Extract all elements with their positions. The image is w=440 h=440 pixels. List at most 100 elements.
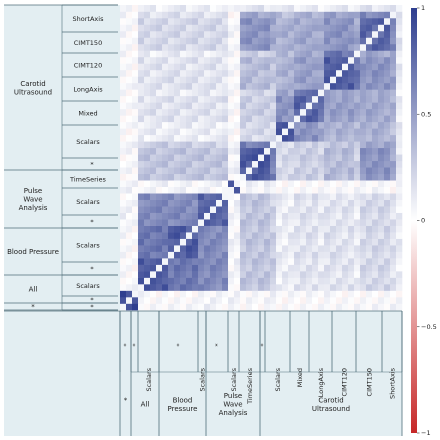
heatmap-cell [252, 30, 259, 38]
heatmap-cell [360, 245, 367, 252]
heatmap-cell [162, 134, 169, 142]
heatmap-cell [156, 297, 163, 304]
heatmap-cell [162, 219, 169, 226]
heatmap-cell [306, 17, 313, 25]
heatmap-cell [324, 63, 331, 71]
heatmap-cell [306, 102, 313, 110]
heatmap-cell [150, 173, 157, 181]
column-group-label: Wave [223, 401, 242, 409]
heatmap-cell [174, 245, 181, 252]
heatmap-cell [330, 167, 337, 175]
heatmap-cell [174, 11, 181, 19]
heatmap-cell [198, 108, 205, 116]
heatmap-cell [378, 63, 385, 71]
heatmap-cell [276, 43, 283, 51]
heatmap-cell [348, 245, 355, 252]
heatmap-cell [162, 17, 169, 25]
heatmap-cell [264, 245, 271, 252]
heatmap-cell [384, 147, 391, 155]
heatmap-cell [162, 89, 169, 97]
heatmap-cell [300, 89, 307, 97]
heatmap-cell [168, 167, 175, 175]
heatmap-cell [126, 290, 133, 298]
row-group-label: Wave [23, 196, 42, 204]
heatmap-cell [240, 141, 247, 149]
heatmap-cell [384, 115, 391, 123]
heatmap-cell [366, 63, 373, 71]
heatmap-cell [390, 108, 397, 116]
heatmap-cell [168, 5, 175, 12]
heatmap-cell [360, 297, 367, 304]
heatmap-cell [312, 284, 319, 291]
heatmap-cell [138, 56, 145, 64]
heatmap-cell [228, 5, 235, 12]
heatmap-cell [384, 154, 391, 162]
heatmap-cell [396, 154, 403, 162]
colorbar-tick-label: −1 [421, 429, 431, 437]
heatmap-cell [150, 238, 157, 246]
heatmap-cell [330, 303, 337, 311]
heatmap-cell [144, 290, 151, 298]
heatmap-cell [180, 225, 187, 233]
heatmap-cell [234, 180, 241, 187]
heatmap-cell [330, 160, 337, 168]
heatmap-cell [150, 128, 157, 136]
heatmap-cell [294, 63, 301, 71]
heatmap-cell [306, 219, 313, 226]
heatmap-cell [276, 264, 283, 272]
heatmap-cell [204, 258, 211, 265]
heatmap-cell [348, 76, 355, 84]
heatmap-cell [390, 154, 397, 162]
heatmap-cell [288, 245, 295, 252]
heatmap-cell [252, 134, 259, 142]
heatmap-cell [378, 5, 385, 12]
heatmap-cell [288, 303, 295, 311]
heatmap-cell [312, 17, 319, 25]
heatmap-cell [336, 56, 343, 64]
heatmap-cell [330, 277, 337, 285]
heatmap-cell [372, 102, 379, 110]
heatmap-cell [156, 63, 163, 71]
heatmap-cell [180, 264, 187, 272]
heatmap-cell [156, 154, 163, 162]
heatmap-cell [126, 141, 133, 149]
heatmap-cell [228, 219, 235, 226]
heatmap-cell [150, 277, 157, 285]
heatmap-cell [156, 82, 163, 90]
heatmap-cell [294, 264, 301, 272]
heatmap-cell [150, 108, 157, 116]
heatmap-cell [222, 115, 229, 123]
heatmap-cell [186, 238, 193, 246]
heatmap-cell [348, 173, 355, 181]
heatmap-cell [156, 69, 163, 77]
heatmap-cell [384, 173, 391, 181]
heatmap-cell [138, 76, 145, 84]
heatmap-cell [258, 206, 265, 213]
heatmap-cell [228, 30, 235, 38]
heatmap-cell [216, 193, 223, 200]
heatmap-cell [312, 277, 319, 285]
heatmap-cell [132, 219, 139, 226]
heatmap-cell [342, 232, 349, 239]
heatmap-cell [390, 11, 397, 19]
heatmap-cell [312, 69, 319, 77]
heatmap-cell [228, 24, 235, 32]
heatmap-cell [246, 11, 253, 19]
heatmap-cell [288, 24, 295, 32]
heatmap-cell [234, 82, 241, 90]
heatmap-cell [366, 56, 373, 64]
heatmap-cell [360, 147, 367, 155]
heatmap-cell [210, 271, 217, 278]
heatmap-cell [342, 50, 349, 58]
heatmap-cell [150, 82, 157, 90]
heatmap-cell [144, 121, 151, 129]
heatmap-cell [138, 258, 145, 265]
heatmap-cell [192, 186, 199, 194]
heatmap-cell [120, 82, 127, 90]
heatmap-cell [282, 82, 289, 90]
heatmap-cell [222, 297, 229, 304]
heatmap-cell [180, 89, 187, 97]
heatmap-cell [294, 225, 301, 233]
heatmap-cell [288, 115, 295, 123]
heatmap-cell [342, 290, 349, 298]
